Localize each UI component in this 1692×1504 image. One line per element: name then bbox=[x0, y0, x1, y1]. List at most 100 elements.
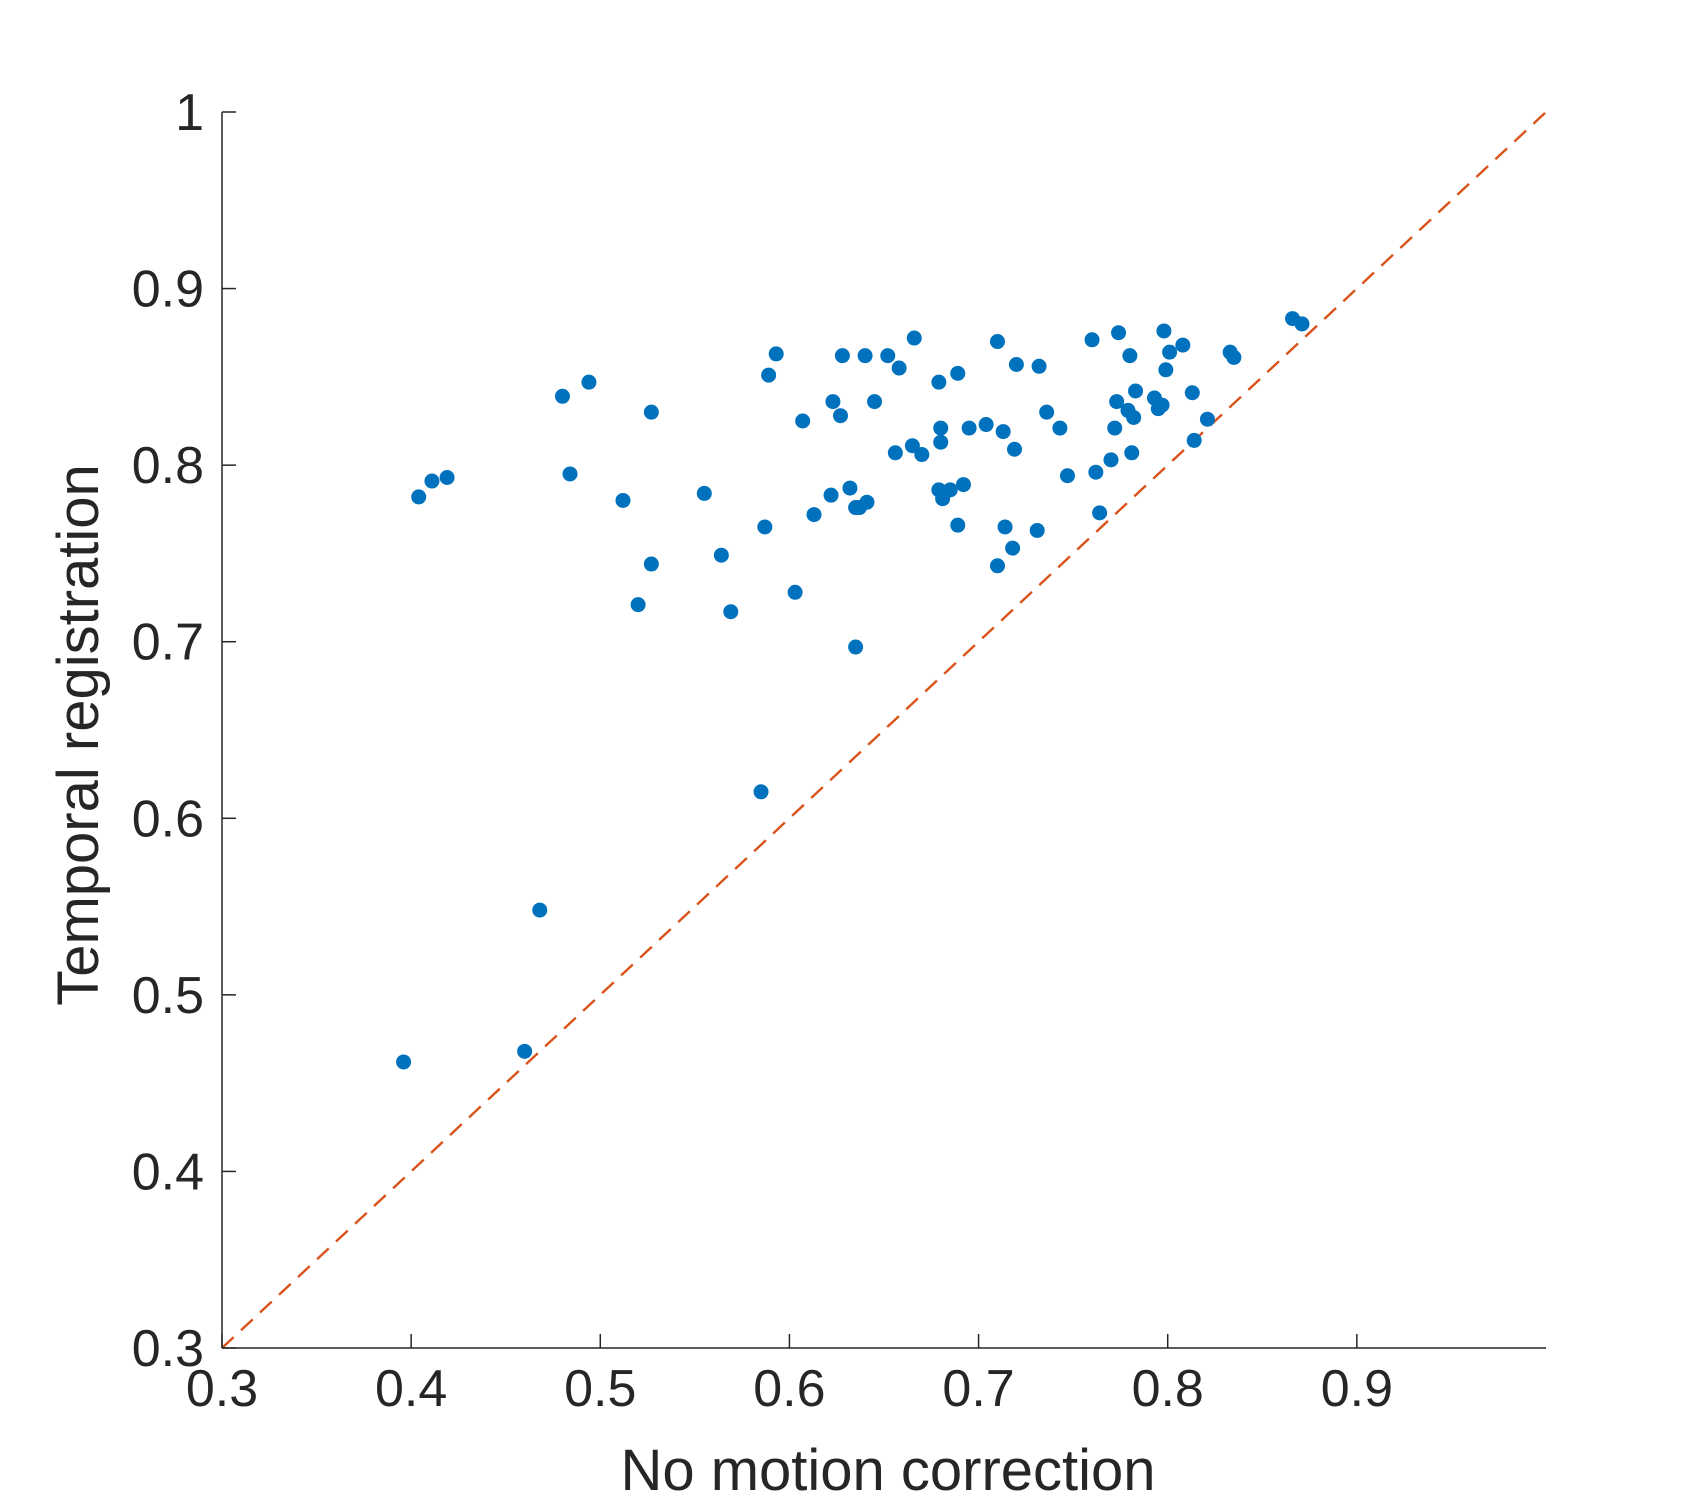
data-point bbox=[713, 547, 729, 563]
x-tick-label: 0.8 bbox=[1132, 1360, 1204, 1418]
data-point bbox=[643, 404, 659, 420]
data-point bbox=[1122, 348, 1138, 364]
data-point bbox=[955, 477, 971, 493]
data-point bbox=[978, 417, 994, 433]
y-tick-label: 0.3 bbox=[132, 1320, 204, 1378]
data-point bbox=[1092, 505, 1108, 521]
data-point bbox=[643, 556, 659, 572]
data-point bbox=[1124, 445, 1140, 461]
data-point bbox=[1186, 432, 1202, 448]
data-point bbox=[914, 447, 930, 463]
data-point bbox=[1128, 383, 1144, 399]
data-point bbox=[424, 473, 440, 489]
data-point bbox=[1052, 420, 1068, 436]
data-point bbox=[848, 639, 864, 655]
data-point bbox=[950, 365, 966, 381]
data-point bbox=[757, 519, 773, 535]
data-points bbox=[396, 311, 1310, 1070]
data-point bbox=[1109, 394, 1125, 410]
data-point bbox=[753, 784, 769, 800]
data-point bbox=[768, 346, 784, 362]
data-point bbox=[997, 519, 1013, 535]
data-point bbox=[995, 424, 1011, 440]
data-point bbox=[1107, 420, 1123, 436]
x-tick-label: 0.4 bbox=[375, 1360, 447, 1418]
data-point bbox=[989, 558, 1005, 574]
data-point bbox=[867, 394, 883, 410]
data-point bbox=[823, 487, 839, 503]
data-point bbox=[1111, 325, 1127, 341]
data-point bbox=[1039, 404, 1055, 420]
y-tick-label: 0.8 bbox=[132, 437, 204, 495]
data-point bbox=[696, 485, 712, 501]
data-point bbox=[887, 445, 903, 461]
data-point bbox=[857, 348, 873, 364]
data-point bbox=[904, 438, 920, 454]
reference-diagonal-line bbox=[221, 111, 1547, 1349]
data-point bbox=[1156, 323, 1172, 339]
data-point bbox=[1007, 441, 1023, 457]
data-point bbox=[933, 420, 949, 436]
data-point bbox=[832, 408, 848, 424]
data-point bbox=[1059, 468, 1075, 484]
data-point bbox=[1158, 362, 1174, 378]
data-point bbox=[906, 330, 922, 346]
data-point bbox=[1154, 397, 1170, 413]
data-point bbox=[933, 434, 949, 450]
data-point bbox=[1126, 409, 1142, 425]
data-point bbox=[825, 394, 841, 410]
data-point bbox=[517, 1043, 533, 1059]
y-tick-label: 0.4 bbox=[132, 1143, 204, 1201]
data-point bbox=[554, 388, 570, 404]
y-tick-label: 0.5 bbox=[132, 967, 204, 1025]
data-point bbox=[787, 584, 803, 600]
data-point bbox=[562, 466, 578, 482]
data-point bbox=[723, 604, 739, 620]
y-axis-ticks: 0.3 0.4 0.5 0.6 0.7 0.8 0.9 1 bbox=[132, 84, 236, 1378]
x-axis-ticks: 0.3 0.4 0.5 0.6 0.7 0.8 0.9 bbox=[186, 1334, 1393, 1418]
data-point bbox=[1031, 358, 1047, 374]
data-point bbox=[806, 507, 822, 523]
data-point bbox=[581, 374, 597, 390]
data-point bbox=[411, 489, 427, 505]
y-axis-label: Temporal registration bbox=[46, 464, 111, 1006]
data-point bbox=[1008, 356, 1024, 372]
data-point bbox=[880, 348, 896, 364]
data-point bbox=[834, 348, 850, 364]
data-point bbox=[1029, 522, 1045, 538]
y-tick-label: 0.9 bbox=[132, 261, 204, 319]
data-point bbox=[532, 902, 548, 918]
x-tick-label: 0.6 bbox=[753, 1360, 825, 1418]
data-point bbox=[1175, 337, 1191, 353]
data-point bbox=[795, 413, 811, 429]
data-point bbox=[961, 420, 977, 436]
data-point bbox=[1184, 385, 1200, 401]
y-tick-label: 0.7 bbox=[132, 614, 204, 672]
data-point bbox=[1005, 540, 1021, 556]
data-point bbox=[396, 1054, 412, 1070]
data-point bbox=[615, 492, 631, 508]
data-point bbox=[942, 482, 958, 498]
data-point bbox=[859, 494, 875, 510]
data-point bbox=[1162, 344, 1178, 360]
data-point bbox=[1088, 464, 1104, 480]
x-tick-label: 0.3 bbox=[186, 1360, 258, 1418]
y-tick-label: 1 bbox=[175, 84, 204, 142]
x-axis-label: No motion correction bbox=[620, 1438, 1155, 1503]
data-point bbox=[1199, 411, 1215, 427]
data-point bbox=[630, 597, 646, 613]
x-tick-label: 0.7 bbox=[942, 1360, 1014, 1418]
data-point bbox=[989, 334, 1005, 350]
data-point bbox=[842, 480, 858, 496]
data-point bbox=[1084, 332, 1100, 348]
x-tick-label: 0.5 bbox=[564, 1360, 636, 1418]
data-point bbox=[1226, 349, 1242, 365]
x-tick-label: 0.9 bbox=[1321, 1360, 1393, 1418]
data-point bbox=[931, 374, 947, 390]
data-point bbox=[761, 367, 777, 383]
data-point bbox=[891, 360, 907, 376]
data-point bbox=[439, 470, 455, 486]
data-point bbox=[1294, 316, 1310, 332]
y-tick-label: 0.6 bbox=[132, 790, 204, 848]
